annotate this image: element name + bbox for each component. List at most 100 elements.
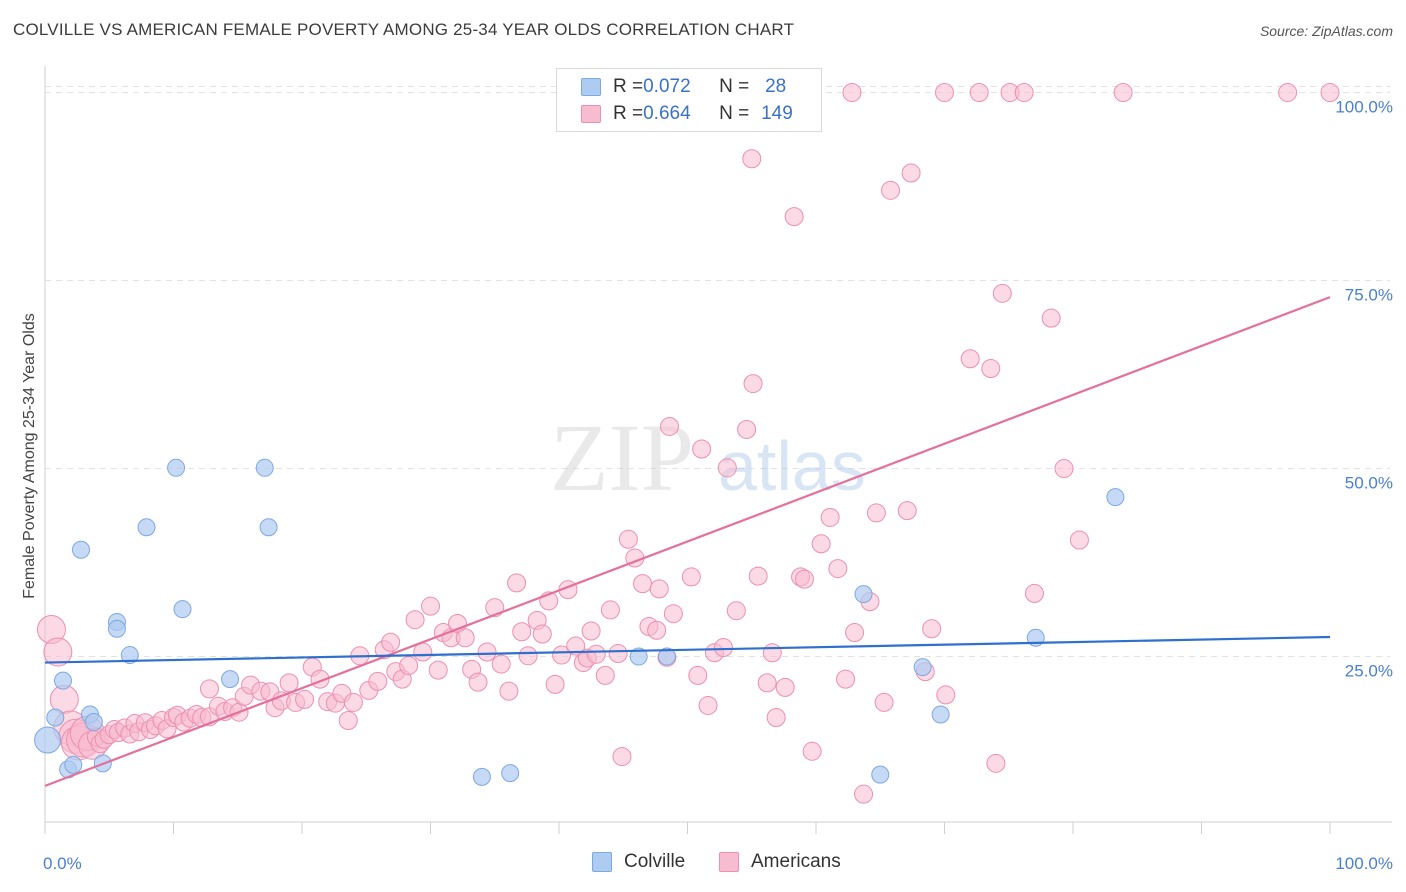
colville-point xyxy=(472,767,491,786)
americans-point xyxy=(1069,530,1089,550)
colville-point xyxy=(167,458,186,477)
colville-point xyxy=(629,647,648,666)
americans-point xyxy=(811,534,831,554)
americans-point xyxy=(901,163,921,183)
legend-r-label: R = xyxy=(613,103,644,124)
americans-point xyxy=(399,656,419,676)
colville-point xyxy=(120,646,139,665)
americans-point xyxy=(1054,459,1074,479)
legend-r-value: 0.072 xyxy=(643,76,691,97)
americans-point xyxy=(935,83,954,103)
americans-point xyxy=(491,654,511,674)
americans-point xyxy=(960,349,980,369)
americans-point xyxy=(1320,83,1340,103)
americans-point xyxy=(647,620,667,640)
americans-point xyxy=(820,507,840,527)
americans-point xyxy=(586,644,606,664)
y-tick-label: 100.0% xyxy=(1335,98,1393,117)
colville-point xyxy=(657,647,676,666)
americans-point xyxy=(663,604,683,624)
americans-point xyxy=(532,624,552,644)
americans-point xyxy=(1024,583,1044,603)
americans-point xyxy=(552,645,572,665)
americans-point xyxy=(897,501,917,521)
y-tick-label: 25.0% xyxy=(1345,662,1393,681)
americans-point xyxy=(405,610,425,630)
americans-point xyxy=(922,619,942,639)
tick-labels: 25.0% 50.0% 75.0% 100.0% 0.0% 100.0% xyxy=(43,98,1393,873)
americans-point xyxy=(681,567,701,587)
colville-point xyxy=(854,585,873,604)
americans-point xyxy=(828,559,848,579)
americans-point xyxy=(775,677,795,697)
americans-point xyxy=(1041,308,1061,328)
americans-point xyxy=(421,596,440,616)
colville-point xyxy=(913,658,932,677)
americans-point xyxy=(428,660,448,680)
colville-swatch xyxy=(581,78,601,96)
americans-point xyxy=(757,673,777,693)
grid-lines xyxy=(45,86,1390,658)
americans-point xyxy=(381,632,401,652)
americans-point xyxy=(936,685,956,705)
watermark: ZIP atlas xyxy=(550,404,866,511)
americans-point xyxy=(969,83,989,103)
americans-point xyxy=(477,642,497,662)
legend-r-label: R = xyxy=(613,76,644,97)
colville-point xyxy=(64,755,83,774)
y-axis-label: Female Poverty Among 25-34 Year Olds xyxy=(21,313,38,599)
americans-point xyxy=(338,710,358,730)
series-legend: Colville Americans xyxy=(0,851,1406,877)
americans-point xyxy=(1113,83,1133,103)
americans-point xyxy=(748,566,768,586)
americans-point xyxy=(986,753,1006,773)
legend-item-colville[interactable]: Colville xyxy=(592,851,685,873)
americans-point xyxy=(881,180,901,200)
americans-point xyxy=(43,637,73,667)
stats-legend: R = 0.072 N = 28 R = 0.664 N = 149 xyxy=(556,68,822,132)
americans-point xyxy=(600,600,620,620)
americans-trend-line xyxy=(44,296,1331,787)
legend-n-label: N = xyxy=(719,76,750,97)
americans-point xyxy=(1278,83,1298,103)
americans-point xyxy=(713,638,733,658)
colville-point xyxy=(34,726,62,754)
americans-point xyxy=(649,579,669,599)
americans-point xyxy=(1014,83,1034,103)
legend-label-americans: Americans xyxy=(751,851,841,872)
americans-point xyxy=(612,747,632,767)
legend-r-value: 0.664 xyxy=(643,103,691,124)
americans-point xyxy=(199,679,219,699)
americans-point xyxy=(566,636,586,656)
americans-point xyxy=(595,665,615,685)
colville-point xyxy=(107,619,126,638)
legend-item-americans[interactable]: Americans xyxy=(719,851,841,873)
colville-point xyxy=(137,518,156,537)
colville-point xyxy=(221,670,240,689)
americans-point xyxy=(717,458,737,478)
americans-point xyxy=(512,622,532,642)
legend-row-colville: R = 0.072 N = 28 xyxy=(581,74,786,100)
americans-point xyxy=(618,529,638,549)
colville-point xyxy=(255,458,274,477)
legend-n-value: 28 xyxy=(765,76,787,97)
americans-point xyxy=(866,503,886,523)
americans-point xyxy=(981,359,1001,379)
colville-trend-line xyxy=(44,635,1331,664)
americans-point xyxy=(545,674,565,694)
americans-point xyxy=(507,573,527,593)
americans-point xyxy=(766,707,786,727)
americans-point xyxy=(845,622,865,642)
colville-point xyxy=(53,671,72,690)
colville-point xyxy=(71,540,90,559)
colville-point xyxy=(46,708,65,727)
americans-point xyxy=(842,83,862,103)
americans-point xyxy=(784,207,804,227)
americans-point xyxy=(295,689,315,709)
x-tick-label: 0.0% xyxy=(43,854,82,873)
watermark-atlas: atlas xyxy=(718,427,866,505)
americans-point xyxy=(499,681,519,701)
americans-point xyxy=(762,643,782,663)
americans-point xyxy=(854,784,874,804)
